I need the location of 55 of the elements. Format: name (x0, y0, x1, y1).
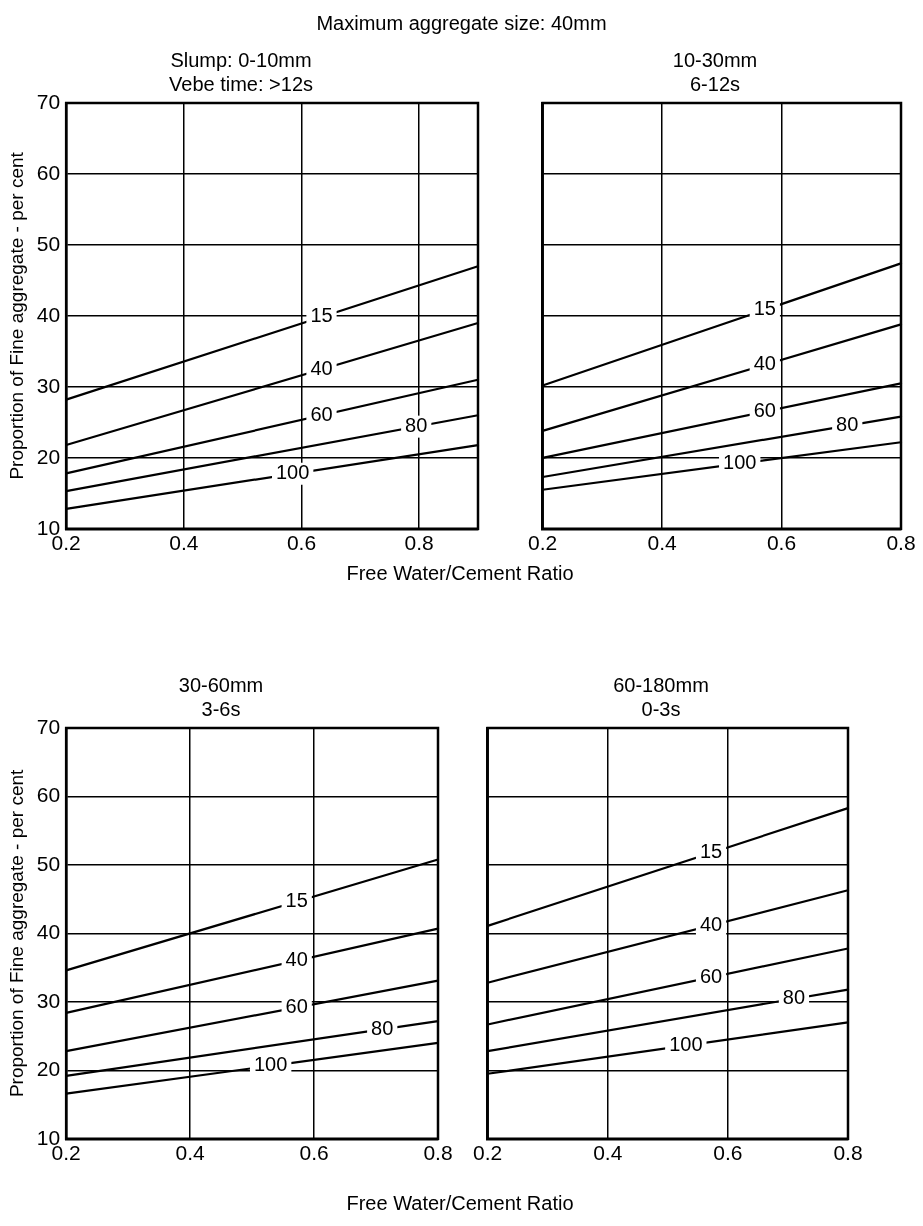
x-tick-label: 0.8 (423, 1141, 453, 1165)
chart-subtitle: 30-60mm 3-6s (178, 673, 264, 720)
x-tick-label: 0.6 (299, 1141, 329, 1165)
series-label: 80 (405, 414, 428, 437)
x-tick-label: 0.6 (766, 531, 797, 555)
series-label: 60 (310, 402, 333, 425)
series-label: 40 (310, 356, 333, 379)
series-label: 15 (699, 840, 723, 863)
series-label: 80 (371, 1016, 394, 1039)
series-label: 40 (699, 912, 723, 935)
y-tick-label: 50 (36, 851, 61, 875)
x-axis-title: Free Water/Cement Ratio (346, 1192, 574, 1215)
chart-subtitle: Slump: 0-10mm Vebe time: >12s (169, 48, 313, 95)
chart-subtitle: 60-180mm 0-3s (613, 673, 709, 720)
y-tick-label: 50 (36, 231, 61, 255)
series-label: 80 (782, 986, 806, 1009)
x-tick-label: 0.4 (647, 531, 677, 555)
series-label: 100 (253, 1053, 288, 1076)
series-label: 15 (285, 889, 308, 912)
y-tick-label: 70 (36, 89, 61, 113)
y-tick-label: 60 (36, 783, 61, 807)
series-label: 100 (275, 461, 310, 484)
y-axis-title: Proportion of Fine aggregate - per cent (5, 151, 27, 480)
series-label: 15 (753, 297, 776, 320)
x-tick-label: 0.4 (169, 531, 199, 555)
series-label: 40 (753, 352, 776, 375)
y-tick-label: 30 (36, 373, 61, 397)
x-tick-label: 0.2 (472, 1141, 503, 1165)
x-axis-title: Free Water/Cement Ratio (346, 562, 574, 585)
chart-title: Maximum aggregate size: 40mm (315, 12, 608, 35)
series-label: 60 (285, 994, 308, 1017)
y-axis-title: Proportion of Fine aggregate - per cent (5, 768, 27, 1098)
series-label: 40 (285, 948, 308, 971)
series-label: 15 (310, 304, 333, 327)
y-tick-label: 30 (36, 988, 61, 1012)
y-tick-label: 60 (36, 160, 61, 184)
x-tick-label: 0.6 (713, 1141, 743, 1165)
chart-subtitle: 10-30mm 6-12s (672, 48, 758, 95)
x-tick-label: 0.4 (175, 1141, 206, 1165)
x-tick-label: 0.8 (833, 1141, 863, 1165)
x-tick-label: 0.8 (886, 531, 916, 555)
x-tick-label: 0.8 (404, 531, 434, 555)
y-tick-label: 20 (36, 444, 61, 468)
y-tick-label: 20 (36, 1057, 61, 1081)
y-tick-label: 40 (36, 302, 61, 326)
x-tick-label: 0.2 (527, 531, 558, 555)
y-tick-label: 40 (36, 920, 61, 944)
series-label: 100 (669, 1033, 703, 1056)
series-label: 60 (699, 964, 723, 987)
x-tick-label: 0.4 (593, 1141, 623, 1165)
series-label: 60 (753, 399, 776, 422)
y-tick-label: 70 (36, 714, 61, 738)
x-tick-label: 0.6 (286, 531, 317, 555)
series-label: 100 (723, 451, 757, 474)
series-label: 80 (836, 413, 859, 436)
